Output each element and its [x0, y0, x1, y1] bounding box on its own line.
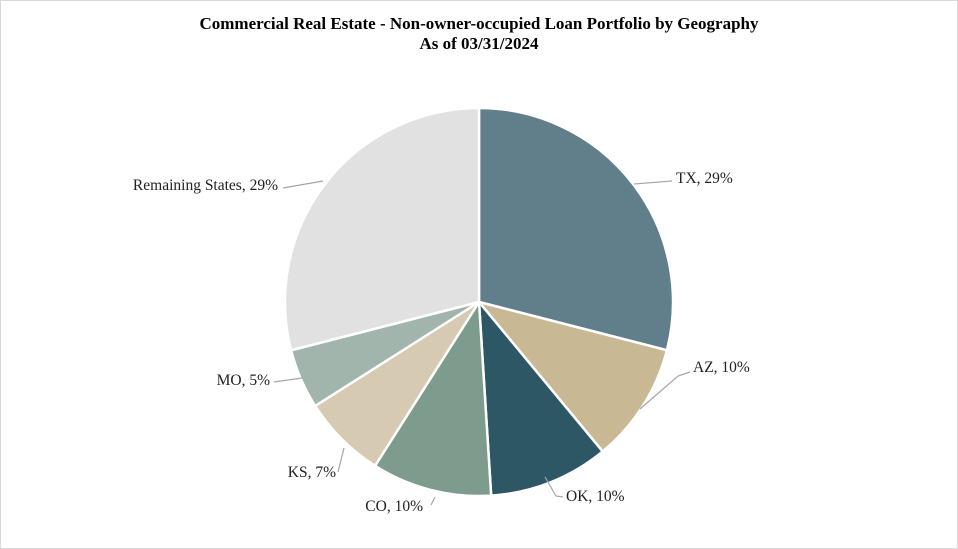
chart-title-block: Commercial Real Estate - Non-owner-occup… — [0, 14, 958, 54]
leader-line-5 — [273, 377, 303, 383]
pie-slice-3 — [373, 300, 493, 498]
leader-line-3 — [430, 496, 436, 506]
slice-label-0: TX, 29% — [676, 170, 733, 187]
slice-label-4: KS, 7% — [288, 464, 336, 481]
chart-title: Commercial Real Estate - Non-owner-occup… — [199, 14, 759, 33]
leader-line-1 — [639, 371, 691, 410]
slice-label-6: Remaining States, 29% — [133, 177, 278, 194]
slice-label-2: OK, 10% — [566, 488, 625, 505]
slice-label-5: MO, 5% — [217, 372, 270, 389]
leader-line-2 — [544, 476, 564, 498]
leader-line-0 — [633, 180, 673, 185]
slice-labels: TX, 29% AZ, 10% OK, 10% CO, 10% KS, 7% MO, 5%… — [133, 170, 750, 515]
pie-slice-0 — [477, 106, 675, 352]
slice-label-3: CO, 10% — [365, 498, 423, 515]
slice-label-1: AZ, 10% — [693, 359, 750, 376]
pie-slice-2 — [477, 300, 604, 497]
leader-line-6 — [282, 180, 324, 189]
leader-lines — [273, 180, 691, 506]
pie-slice-6 — [283, 106, 481, 352]
pie-slices — [283, 106, 675, 498]
chart-subtitle: As of 03/31/2024 — [419, 34, 539, 53]
leader-line-4 — [337, 447, 345, 473]
